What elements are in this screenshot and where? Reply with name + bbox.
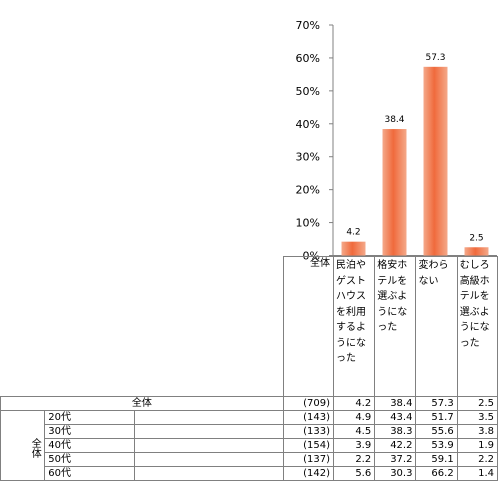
- bar: [464, 247, 489, 256]
- y-axis-ticks: 0% 10% 20% 30% 40% 50% 60% 70%: [296, 19, 333, 260]
- bar-chart: 0% 10% 20% 30% 40% 50% 60% 70% 4.2 38.4 57.3 2.5: [296, 19, 497, 260]
- row-label: 20代: [44, 410, 135, 425]
- y-tick-label: 0%: [303, 250, 320, 261]
- bar-value-label: 57.3: [425, 53, 445, 63]
- header-total: 全体: [282, 256, 334, 397]
- table-cell: 66.2: [415, 466, 458, 481]
- row-n: (133): [282, 424, 334, 439]
- data-table: 全体 民泊やゲストハウスを利用するようになった 格安ホテルを選ぶようになった 変…: [0, 256, 499, 481]
- table-corner: [1, 257, 284, 397]
- row-n: (709): [282, 396, 334, 411]
- bar: [423, 66, 448, 256]
- table-row: 40代 (154) 3.9 42.2 53.9 1.9: [1, 438, 499, 453]
- y-tick-label: 50%: [296, 85, 320, 98]
- bars: [341, 66, 489, 256]
- header-col-luxury-hotel: むしろ高級ホテルを選ぶようになった: [456, 256, 499, 397]
- row-n: (137): [282, 452, 334, 467]
- table-cell: 38.3: [374, 424, 417, 439]
- y-tick-label: 60%: [296, 52, 320, 65]
- table-cell: 30.3: [374, 466, 417, 481]
- table-cell: 3.9: [332, 438, 376, 453]
- table-cell: 43.4: [374, 410, 417, 425]
- row-label: 50代: [44, 452, 135, 467]
- row-n: (154): [282, 438, 334, 453]
- table-header-row: 全体 民泊やゲストハウスを利用するようになった 格安ホテルを選ぶようになった 変…: [1, 256, 499, 397]
- bar-value-label: 38.4: [384, 115, 404, 125]
- table-cell: 4.2: [332, 396, 376, 411]
- group-label: 全体: [0, 410, 46, 481]
- table-cell: 51.7: [415, 410, 458, 425]
- row-label: 40代: [44, 438, 135, 453]
- table-cell: 42.2: [374, 438, 417, 453]
- header-col-budget-hotel: 格安ホテルを選ぶようになった: [374, 256, 417, 397]
- table-cell: 2.5: [456, 396, 499, 411]
- table-row: 50代 (137) 2.2 37.2 59.1 2.2: [1, 452, 499, 467]
- header-col-no-change: 変わらない: [415, 256, 458, 397]
- y-tick-label: 30%: [296, 151, 320, 164]
- row-spacer: [134, 452, 284, 467]
- table-row: 60代 (142) 5.6 30.3 66.2 1.4: [1, 466, 499, 481]
- bar-value-label: 4.2: [346, 228, 360, 238]
- table-cell: 4.5: [332, 424, 376, 439]
- table-cell: 53.9: [415, 438, 458, 453]
- table-cell: 38.4: [374, 396, 417, 411]
- y-tick-label: 70%: [296, 19, 320, 32]
- row-spacer: [134, 410, 284, 425]
- table-row: 全体 20代 (143) 4.9 43.4 51.7 3.5: [0, 410, 499, 481]
- table-row: 30代 (133) 4.5 38.3 55.6 3.8: [1, 424, 499, 439]
- table-cell: 57.3: [415, 396, 458, 411]
- table-row-total: 全体 (709) 4.2 38.4 57.3 2.5: [0, 396, 499, 411]
- bar: [341, 241, 366, 256]
- row-spacer: [134, 438, 284, 453]
- table-cell: 2.2: [332, 452, 376, 467]
- row-label: 30代: [44, 424, 135, 439]
- table-cell: 1.4: [456, 466, 499, 481]
- bar-value-label: 2.5: [469, 233, 483, 243]
- table-cell: 3.5: [456, 410, 499, 425]
- row-n: (142): [282, 466, 334, 481]
- row-n: (143): [282, 410, 334, 425]
- row-spacer: [134, 424, 284, 439]
- y-tick-label: 10%: [296, 217, 320, 230]
- row-spacer: [134, 466, 284, 481]
- bar: [382, 129, 407, 256]
- table-cell: 4.9: [332, 410, 376, 425]
- table-cell: 5.6: [332, 466, 376, 481]
- table-cell: 37.2: [374, 452, 417, 467]
- table-cell: 3.8: [456, 424, 499, 439]
- y-tick-label: 40%: [296, 118, 320, 131]
- table-cell: 59.1: [415, 452, 458, 467]
- header-col-minpaku: 民泊やゲストハウスを利用するようになった: [332, 256, 376, 397]
- table-cell: 55.6: [415, 424, 458, 439]
- table-cell: 2.2: [456, 452, 499, 467]
- row-label: 60代: [44, 466, 135, 481]
- table-cell: 1.9: [456, 438, 499, 453]
- row-label-total: 全体: [0, 396, 284, 411]
- y-tick-label: 20%: [296, 184, 320, 197]
- bar-value-labels: 4.2 38.4 57.3 2.5: [346, 53, 483, 243]
